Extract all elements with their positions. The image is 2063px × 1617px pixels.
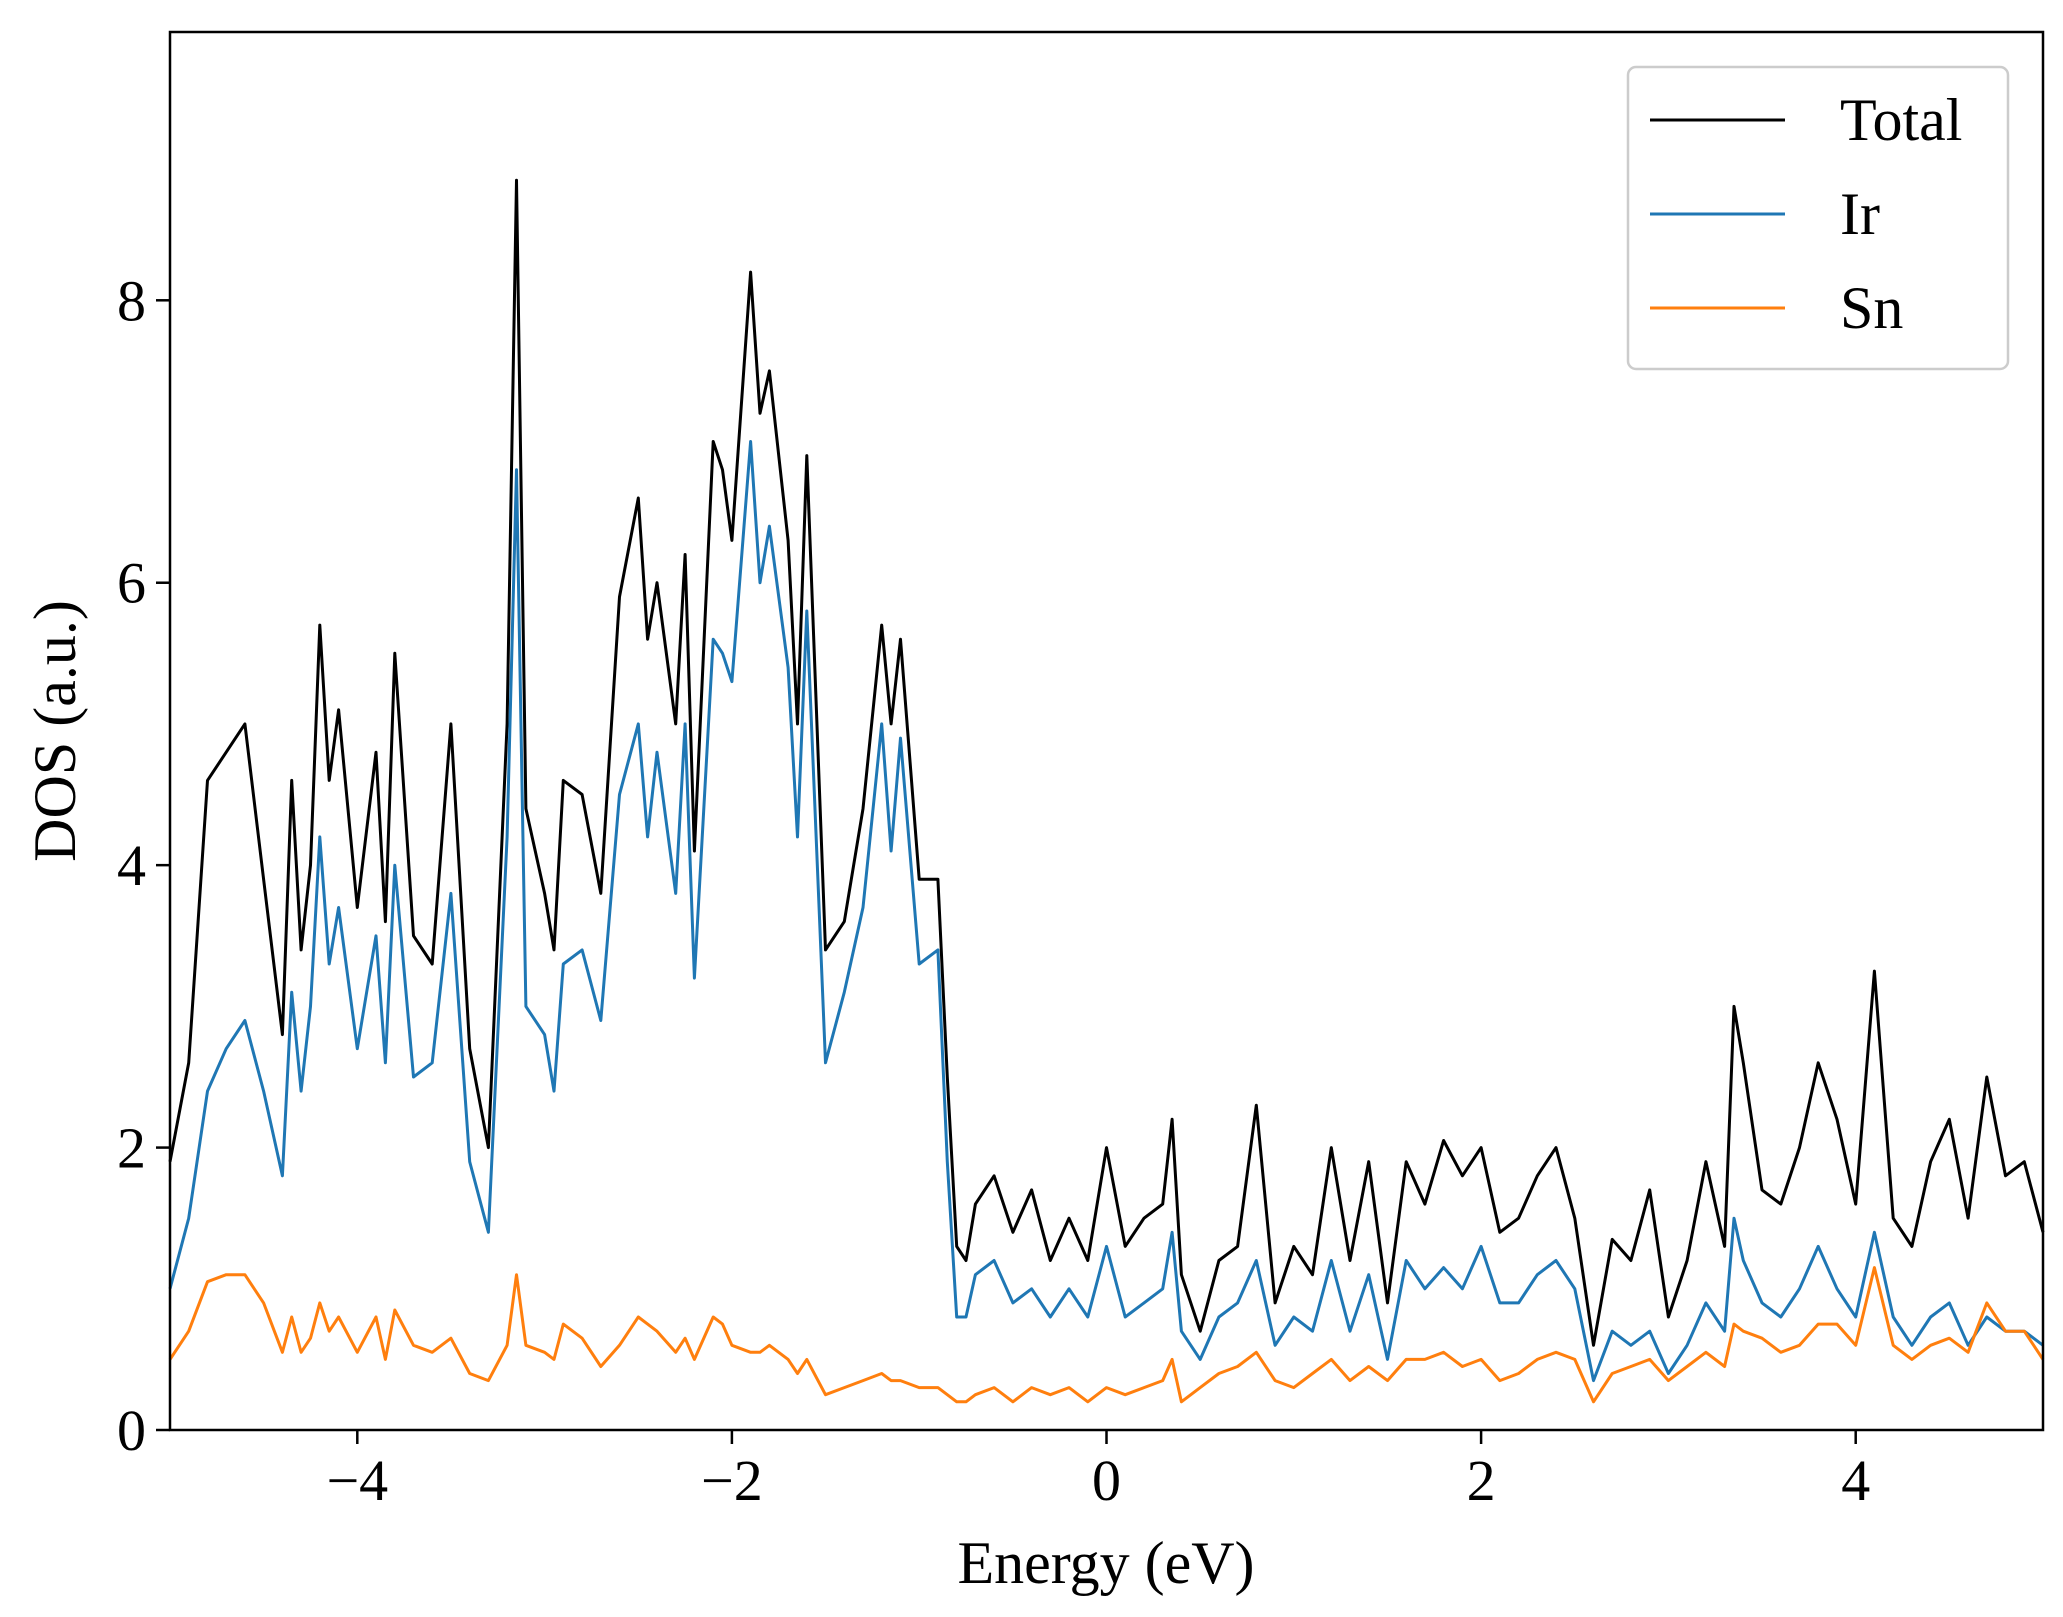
legend-box [1626,65,2010,371]
y-tick-label: 2 [117,1116,146,1181]
legend-label-ir: Ir [1840,181,1880,247]
x-tick-label: −4 [326,1448,388,1513]
legend-label-sn: Sn [1840,275,1903,341]
series-line-total [168,178,2045,1347]
legend-label-total: Total [1840,87,1962,153]
series-layer [168,178,2045,1404]
x-tick-label: 2 [1467,1448,1496,1513]
x-tick-label: 4 [1841,1448,1870,1513]
legend: Total Ir Sn [1626,65,2010,371]
y-axis: 0 2 4 6 8 [117,268,170,1463]
y-axis-label: DOS (a.u.) [22,600,88,862]
x-tick-label: 0 [1092,1448,1121,1513]
series-line-sn [168,1266,2045,1404]
series-line-ir [168,440,2044,1383]
x-axis-label: Energy (eV) [957,1530,1254,1596]
x-axis: −4 −2 0 2 4 [326,1430,1870,1513]
y-tick-label: 6 [117,551,146,616]
y-tick-label: 0 [117,1398,146,1463]
y-tick-label: 8 [117,268,146,333]
y-tick-label: 4 [117,833,146,898]
x-tick-label: −2 [701,1448,763,1513]
